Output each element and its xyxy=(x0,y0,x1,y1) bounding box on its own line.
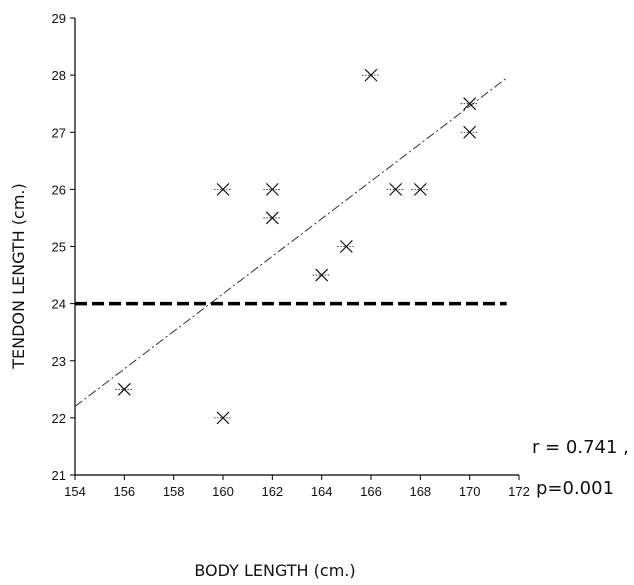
x-tick-label: 162 xyxy=(261,484,283,499)
x-tick-label: 160 xyxy=(212,484,234,499)
data-point xyxy=(411,182,430,196)
data-point xyxy=(312,268,331,282)
x-tick-label: 172 xyxy=(508,484,530,499)
fit-lines xyxy=(74,77,507,407)
y-tick-label: 21 xyxy=(52,468,66,483)
x-tick-label: 156 xyxy=(113,484,135,499)
x-tick-label: 158 xyxy=(163,484,185,499)
x-tick-label: 164 xyxy=(311,484,333,499)
x-tick-label: 154 xyxy=(64,484,86,499)
y-tick-label: 22 xyxy=(52,411,66,426)
data-point xyxy=(115,382,134,396)
data-point xyxy=(460,125,479,139)
y-tick-label: 25 xyxy=(52,240,66,255)
x-axis-label: BODY LENGTH (cm.) xyxy=(194,561,355,580)
y-tick-label: 28 xyxy=(52,68,66,83)
y-axis-label: TENDON LENGTH (cm.) xyxy=(9,183,28,369)
x-tick-label: 166 xyxy=(360,484,382,499)
data-point xyxy=(214,411,232,425)
data-point xyxy=(214,182,232,196)
data-point xyxy=(362,68,380,82)
regression-line xyxy=(74,77,507,407)
y-tick-label: 24 xyxy=(52,297,66,312)
data-point xyxy=(263,211,282,225)
y-tick-label: 27 xyxy=(52,125,66,140)
y-tick-label: 29 xyxy=(52,11,66,26)
data-points xyxy=(115,68,479,425)
data-point xyxy=(263,182,282,196)
data-point xyxy=(460,97,479,111)
correlation-annotation: r = 0.741 , xyxy=(532,437,629,458)
data-point xyxy=(386,182,405,196)
x-tick-label: 168 xyxy=(409,484,431,499)
x-tick-label: 170 xyxy=(459,484,481,499)
axes xyxy=(74,18,519,476)
ticks: 154 156 158 160 162 164 166 168 170 172 21 22 23 24 25… xyxy=(52,11,530,499)
y-tick-label: 23 xyxy=(52,354,66,369)
y-tick-label: 26 xyxy=(52,182,66,197)
p-value-annotation: p=0.001 xyxy=(536,478,614,499)
data-point xyxy=(337,240,356,253)
